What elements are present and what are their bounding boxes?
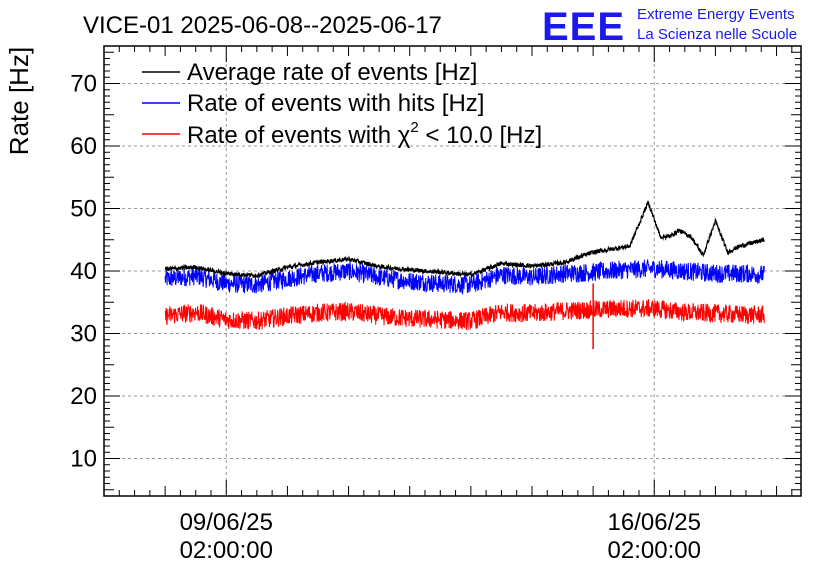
- legend: Average rate of events [Hz] Rate of even…: [142, 59, 542, 149]
- y-tick-label: 40: [70, 258, 97, 285]
- logo-line-2: La Scienza nelle Scuole: [637, 26, 797, 43]
- y-axis-title: Rate [Hz]: [4, 47, 34, 155]
- legend-chi2-sup: 2: [410, 119, 418, 136]
- y-tick-label: 70: [70, 71, 97, 98]
- tick-labels: 1020304050607009/06/2502:00:0016/06/2502…: [70, 71, 701, 565]
- y-tick-label: 30: [70, 321, 97, 348]
- axis-ticks: [103, 46, 801, 496]
- y-tick-label: 20: [70, 383, 97, 410]
- legend-chi2-suffix: < 10.0 [Hz]: [419, 122, 542, 149]
- series-line-2: [164, 299, 765, 331]
- legend-chi2-prefix: Rate of events with χ: [187, 122, 411, 149]
- series-line-0: [164, 200, 765, 280]
- series-layer: [164, 200, 765, 350]
- plot-frame: [103, 45, 802, 497]
- y-tick-label: 10: [70, 446, 97, 473]
- x-tick-label-time: 02:00:00: [608, 537, 701, 564]
- x-tick-label-date: 09/06/25: [180, 509, 273, 536]
- eee-logo: EEE: [542, 5, 625, 49]
- legend-label-hits: Rate of events with hits [Hz]: [187, 90, 484, 117]
- legend-label-chi2: Rate of events with χ2 < 10.0 [Hz]: [187, 119, 542, 149]
- series-line-1: [164, 259, 765, 296]
- y-tick-label: 50: [70, 196, 97, 223]
- legend-label-average: Average rate of events [Hz]: [187, 59, 477, 86]
- chart-title: VICE-01 2025-06-08--2025-06-17: [83, 12, 442, 39]
- x-tick-label-time: 02:00:00: [180, 537, 273, 564]
- x-tick-label-date: 16/06/25: [608, 509, 701, 536]
- y-tick-label: 60: [70, 133, 97, 160]
- logo-line-1: Extreme Energy Events: [637, 6, 795, 23]
